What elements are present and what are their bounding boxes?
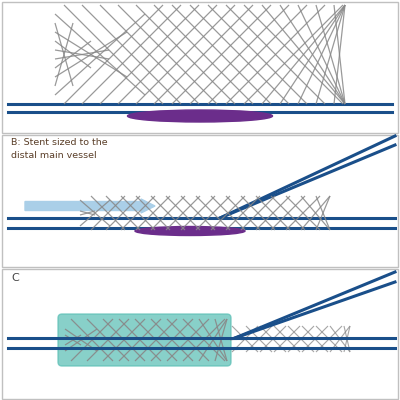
Ellipse shape <box>128 110 272 122</box>
FancyBboxPatch shape <box>58 314 231 366</box>
Bar <box>2 269 398 399</box>
Bar <box>2 2 398 133</box>
FancyArrow shape <box>25 199 155 213</box>
Text: C: C <box>11 273 19 283</box>
Bar <box>2 135 398 267</box>
Ellipse shape <box>135 226 245 236</box>
Text: B: Stent sized to the
distal main vessel: B: Stent sized to the distal main vessel <box>11 138 108 160</box>
